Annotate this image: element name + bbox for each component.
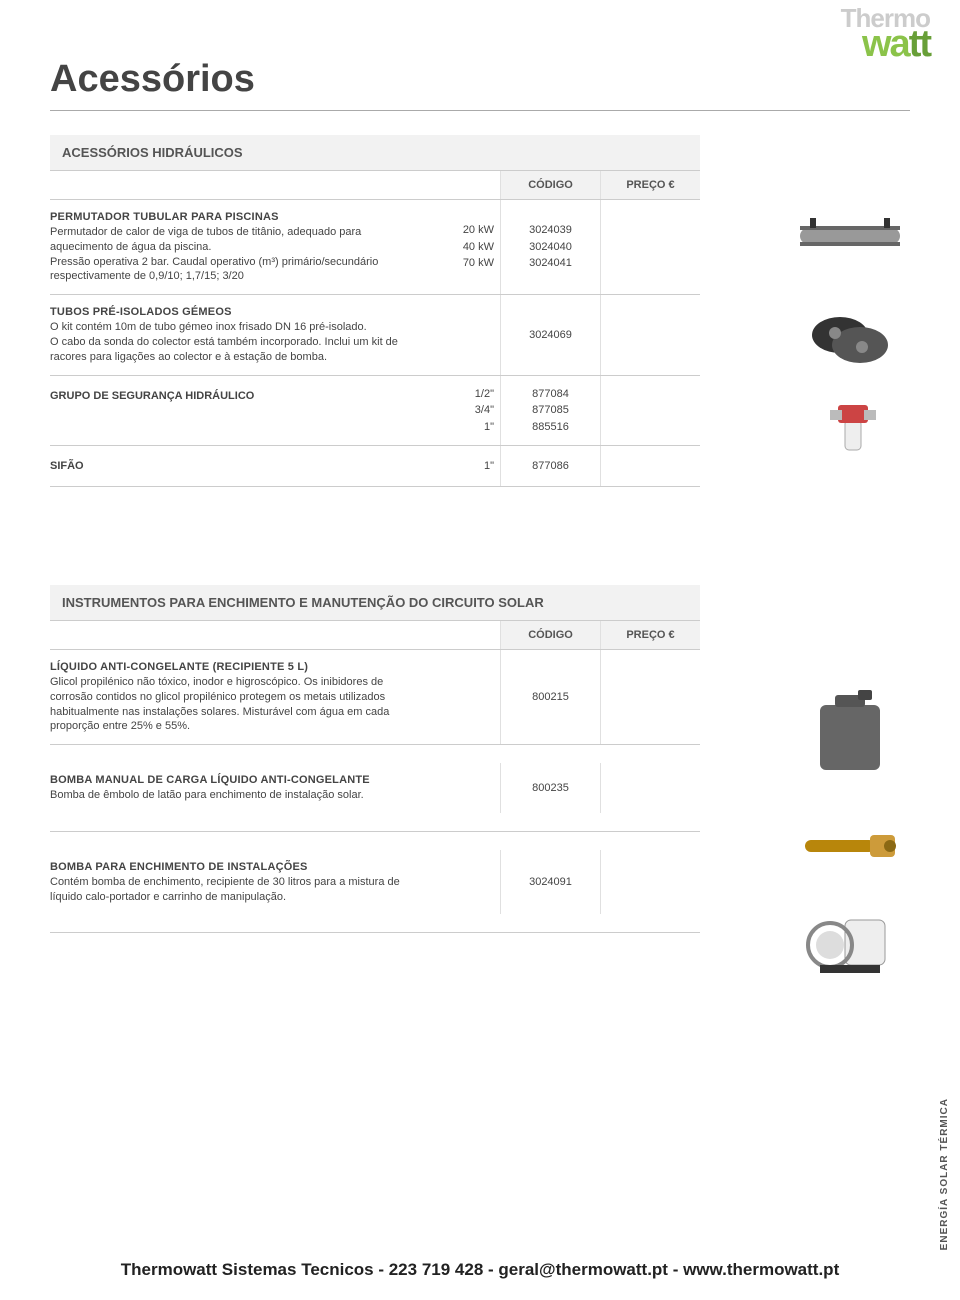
- product-price: [600, 376, 700, 446]
- product-image-antifreeze-container: [790, 690, 910, 780]
- product-specs: 1/2" 3/4" 1": [430, 376, 500, 446]
- table-row: PERMUTADOR TUBULAR PARA PISCINAS Permuta…: [50, 200, 700, 295]
- col-header-price: PREÇO €: [600, 171, 700, 199]
- table-row: GRUPO DE SEGURANÇA HIDRÁULICO 1/2" 3/4" …: [50, 376, 700, 447]
- product-specs: 20 kW 40 kW 70 kW: [430, 200, 500, 294]
- product-image-filling-pump: [790, 905, 910, 985]
- product-description: LÍQUIDO ANTI-CONGELANTE (RECIPIENTE 5 L)…: [50, 650, 430, 744]
- product-price: [600, 295, 700, 374]
- product-description: PERMUTADOR TUBULAR PARA PISCINAS Permuta…: [50, 200, 430, 294]
- table-row: BOMBA PARA ENCHIMENTO DE INSTALAÇÕES Con…: [50, 832, 700, 934]
- product-desc-text: Permutador de calor de viga de tubos de …: [50, 225, 418, 284]
- title-underline: [50, 110, 910, 111]
- page-title: Acessórios: [50, 58, 255, 101]
- product-codes: 3024039 3024040 3024041: [500, 200, 600, 294]
- product-desc-text: O kit contém 10m de tubo gémeo inox fris…: [50, 320, 418, 365]
- product-image-safety-group: [790, 390, 910, 460]
- product-title: BOMBA PARA ENCHIMENTO DE INSTALAÇÕES: [50, 860, 418, 875]
- product-desc-text: Glicol propilénico não tóxico, inodor e …: [50, 675, 418, 734]
- product-codes: 800215: [500, 650, 600, 744]
- product-title: GRUPO DE SEGURANÇA HIDRÁULICO: [50, 376, 430, 446]
- col-header-code: CÓDIGO: [500, 621, 600, 649]
- product-title: PERMUTADOR TUBULAR PARA PISCINAS: [50, 210, 418, 225]
- product-price: [600, 200, 700, 294]
- brand-logo: Thermo watt: [841, 8, 930, 59]
- product-price: [600, 763, 700, 813]
- section-filling-instruments: INSTRUMENTOS PARA ENCHIMENTO E MANUTENÇÃ…: [50, 585, 910, 933]
- product-codes: 877084 877085 885516: [500, 376, 600, 446]
- column-header-row: CÓDIGO PREÇO €: [50, 171, 700, 200]
- product-codes: 877086: [500, 446, 600, 486]
- section-header: ACESSÓRIOS HIDRÁULICOS: [50, 135, 700, 171]
- product-specs: 1": [430, 446, 500, 486]
- page-footer: Thermowatt Sistemas Tecnicos - 223 719 4…: [0, 1260, 960, 1280]
- product-image-twin-pipes: [790, 305, 910, 375]
- col-header-code: CÓDIGO: [500, 171, 600, 199]
- product-image-heat-exchanger: [790, 200, 910, 270]
- product-codes: 3024069: [500, 295, 600, 374]
- product-description: BOMBA MANUAL DE CARGA LÍQUIDO ANTI-CONGE…: [50, 763, 430, 813]
- logo-line2: watt: [841, 29, 930, 59]
- product-desc-text: Bomba de êmbolo de latão para enchimento…: [50, 788, 418, 803]
- table-row: BOMBA MANUAL DE CARGA LÍQUIDO ANTI-CONGE…: [50, 745, 700, 832]
- side-category-label: ENERGÍA SOLAR TÉRMICA: [939, 1098, 950, 1250]
- table-row: TUBOS PRÉ-ISOLADOS GÉMEOS O kit contém 1…: [50, 295, 700, 375]
- product-price: [600, 650, 700, 744]
- product-title: LÍQUIDO ANTI-CONGELANTE (RECIPIENTE 5 L): [50, 660, 418, 675]
- col-header-price: PREÇO €: [600, 621, 700, 649]
- table-row: SIFÃO 1" 877086: [50, 446, 700, 487]
- product-codes: 3024091: [500, 850, 600, 915]
- product-title: TUBOS PRÉ-ISOLADOS GÉMEOS: [50, 305, 418, 320]
- product-price: [600, 850, 700, 915]
- table-row: LÍQUIDO ANTI-CONGELANTE (RECIPIENTE 5 L)…: [50, 650, 700, 745]
- product-description: TUBOS PRÉ-ISOLADOS GÉMEOS O kit contém 1…: [50, 295, 430, 374]
- column-header-row: CÓDIGO PREÇO €: [50, 621, 700, 650]
- product-price: [600, 446, 700, 486]
- section-header: INSTRUMENTOS PARA ENCHIMENTO E MANUTENÇÃ…: [50, 585, 700, 621]
- product-title: BOMBA MANUAL DE CARGA LÍQUIDO ANTI-CONGE…: [50, 773, 418, 788]
- product-title: SIFÃO: [50, 446, 430, 486]
- section-hydraulic-accessories: ACESSÓRIOS HIDRÁULICOS CÓDIGO PREÇO € PE…: [50, 135, 910, 487]
- product-desc-text: Contém bomba de enchimento, recipiente d…: [50, 875, 418, 905]
- product-codes: 800235: [500, 763, 600, 813]
- product-description: BOMBA PARA ENCHIMENTO DE INSTALAÇÕES Con…: [50, 850, 430, 915]
- product-image-manual-pump: [790, 810, 910, 880]
